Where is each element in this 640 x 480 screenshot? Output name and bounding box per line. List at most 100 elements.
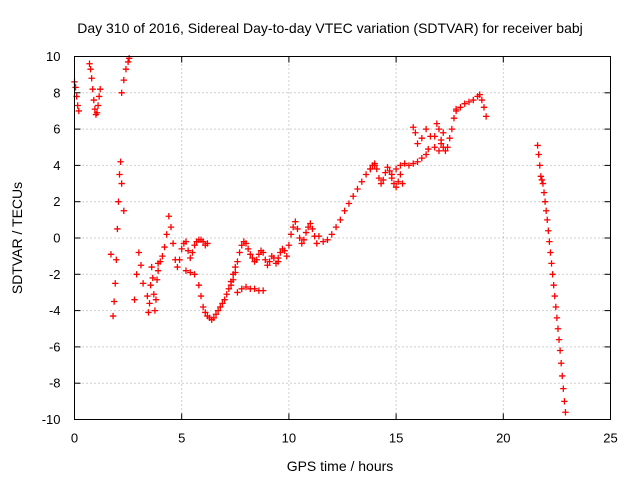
data-series-seg9 [227, 238, 282, 289]
data-point [227, 281, 235, 289]
data-point [388, 171, 396, 178]
data-point [287, 231, 295, 238]
data-point [547, 249, 554, 256]
data-point [255, 251, 263, 258]
data-point [118, 180, 125, 187]
data-point [544, 216, 551, 224]
data-point [238, 285, 245, 293]
data-point [154, 267, 162, 274]
y-tick-label: -8 [49, 376, 61, 391]
data-point [307, 220, 314, 227]
data-point [120, 76, 128, 84]
data-point [382, 169, 389, 176]
data-point [541, 198, 549, 205]
data-point [161, 243, 168, 251]
data-point [546, 238, 553, 245]
data-point [151, 307, 159, 314]
data-point [223, 291, 230, 298]
x-tick-label: 0 [71, 431, 78, 446]
y-tick-label: 6 [53, 122, 60, 137]
data-point [109, 312, 117, 320]
data-point [93, 109, 101, 116]
data-point [229, 276, 237, 283]
data-point [425, 145, 432, 153]
data-point [122, 66, 130, 73]
data-point [214, 307, 222, 314]
data-point [144, 292, 151, 300]
data-point [131, 296, 138, 303]
data-point [375, 174, 383, 182]
data-point [392, 183, 400, 191]
y-tick-label: 10 [46, 49, 60, 64]
data-point [435, 147, 443, 155]
data-point [354, 185, 361, 193]
data-point [315, 232, 323, 240]
data-point [294, 225, 301, 233]
y-tick-label: -4 [49, 303, 61, 318]
data-point [221, 296, 228, 303]
data-point [139, 280, 147, 287]
data-point [72, 84, 79, 91]
data-point [124, 58, 132, 66]
data-point [536, 162, 543, 169]
data-point [157, 258, 164, 265]
data-point [210, 314, 218, 322]
data-point [444, 144, 451, 151]
data-point [204, 240, 211, 247]
data-point [537, 173, 545, 180]
data-point [135, 249, 143, 256]
data-series-seg4 [118, 55, 133, 96]
data-point [384, 164, 391, 171]
data-point [117, 158, 124, 165]
data-point [150, 291, 158, 298]
data-point [562, 409, 569, 416]
chart-title: Day 310 of 2016, Sidereal Day-to-day VTE… [77, 20, 583, 36]
data-point [112, 280, 119, 287]
data-point [253, 256, 260, 263]
data-point [401, 160, 408, 167]
data-point [350, 193, 357, 200]
data-point [371, 160, 378, 167]
data-series-seg16 [431, 107, 460, 155]
data-point [549, 271, 556, 278]
data-point [178, 245, 185, 253]
y-axis-label: SDTVAR / TECUs [9, 182, 25, 294]
data-point [232, 269, 239, 276]
data-point [199, 238, 207, 245]
data-point [147, 281, 154, 289]
data-point [296, 234, 303, 242]
data-point [397, 171, 404, 178]
data-point [418, 134, 426, 142]
data-point [559, 372, 566, 380]
data-series-seg7 [154, 213, 211, 274]
data-point [90, 96, 97, 104]
data-point [345, 200, 353, 207]
data-series-seg11 [274, 218, 320, 262]
y-tick-label: -6 [49, 339, 61, 354]
data-point [534, 142, 541, 149]
data-series-seg13 [367, 160, 406, 191]
grid [74, 56, 611, 420]
data-point [470, 96, 477, 104]
data-point [242, 240, 250, 247]
data-series-seg14 [388, 145, 432, 178]
data-point [561, 398, 568, 405]
data-point [74, 102, 81, 109]
data-point [362, 171, 370, 178]
data-series-seg10 [234, 283, 267, 296]
data-series-seg18 [534, 142, 569, 416]
data-point [461, 100, 468, 107]
data-point [283, 252, 290, 260]
data-point [332, 223, 340, 231]
data-point [440, 129, 447, 136]
data-point [169, 240, 177, 247]
data-point [341, 207, 348, 214]
data-point [146, 300, 153, 307]
data-point [540, 189, 548, 196]
data-point [195, 281, 203, 289]
data-point [555, 336, 563, 343]
x-axis-label: GPS time / hours [287, 458, 394, 474]
data-point [292, 218, 299, 225]
data-point [97, 85, 104, 93]
